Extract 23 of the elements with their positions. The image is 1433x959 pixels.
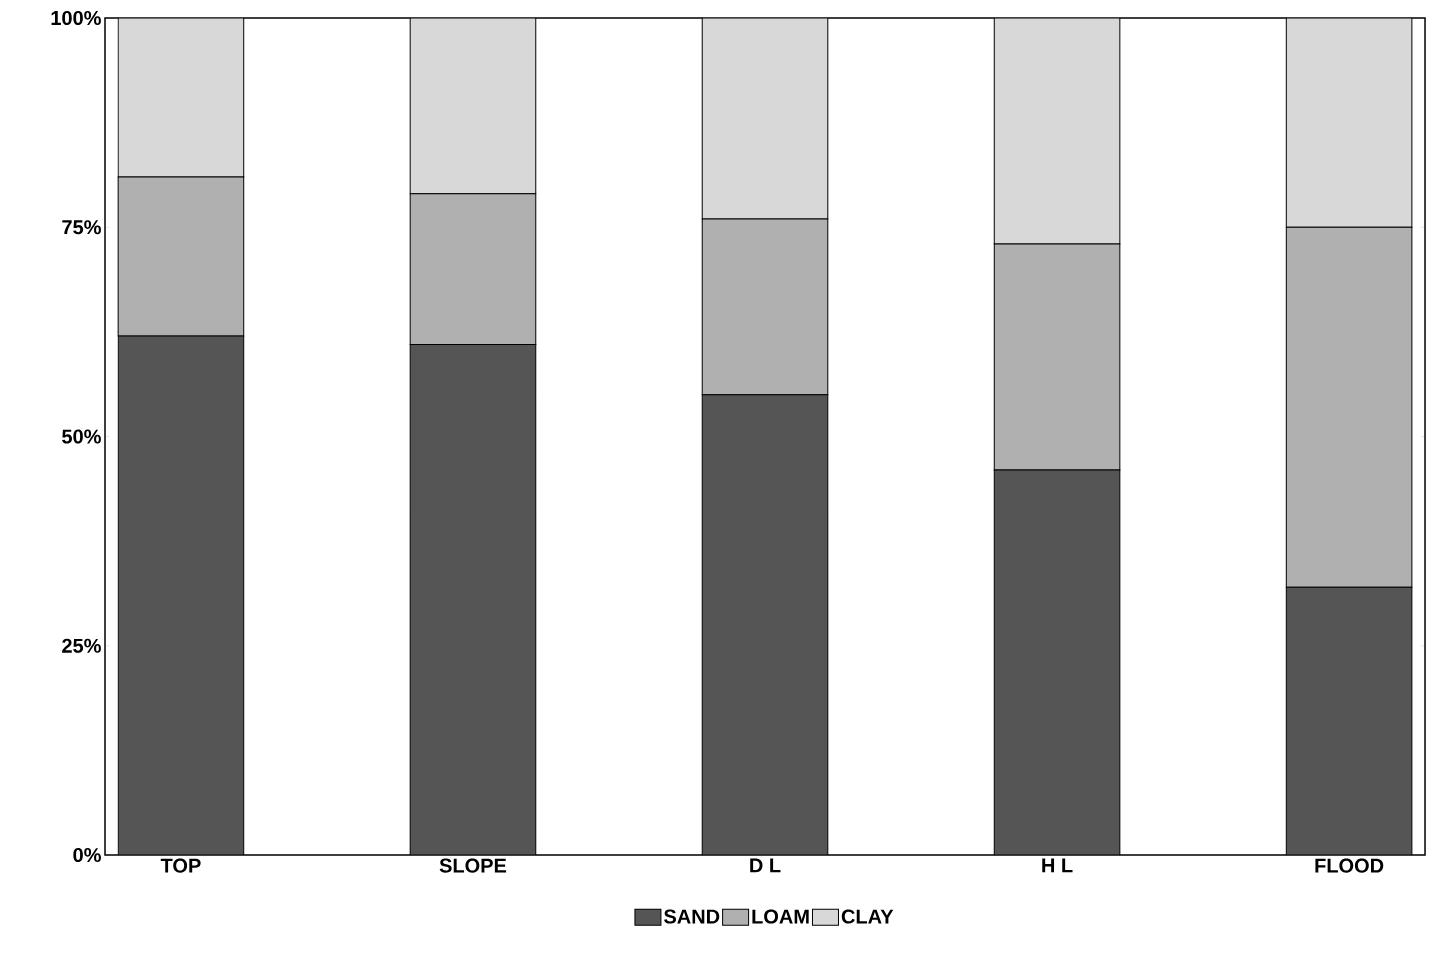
bar: [117, 17, 245, 178]
bar: [701, 394, 829, 855]
x-tick-label: FLOOD: [1315, 858, 1384, 873]
bar: [701, 17, 829, 220]
y-tick-label: 25%: [62, 638, 101, 653]
bar: [1285, 586, 1413, 855]
x-tick-label: H L: [1042, 858, 1073, 873]
y-tick-label: 100%: [51, 10, 101, 26]
bar: [993, 469, 1121, 855]
bar: [409, 343, 537, 855]
y-tick-label: 0%: [73, 847, 101, 863]
x-tick-label: D L: [750, 858, 781, 873]
y-tick-label: 75%: [62, 220, 101, 235]
bar: [1285, 17, 1413, 228]
x-tick-label: TOP: [160, 858, 201, 873]
legend-label: SAND: [664, 909, 720, 924]
legend-label: CLAY: [841, 909, 894, 924]
bar: [117, 335, 245, 855]
bar: [993, 17, 1121, 245]
legend-label: LOAM: [752, 909, 809, 924]
x-tick-label: SLOPE: [439, 858, 507, 873]
y-tick-label: 50%: [62, 429, 101, 444]
bar: [409, 17, 537, 195]
